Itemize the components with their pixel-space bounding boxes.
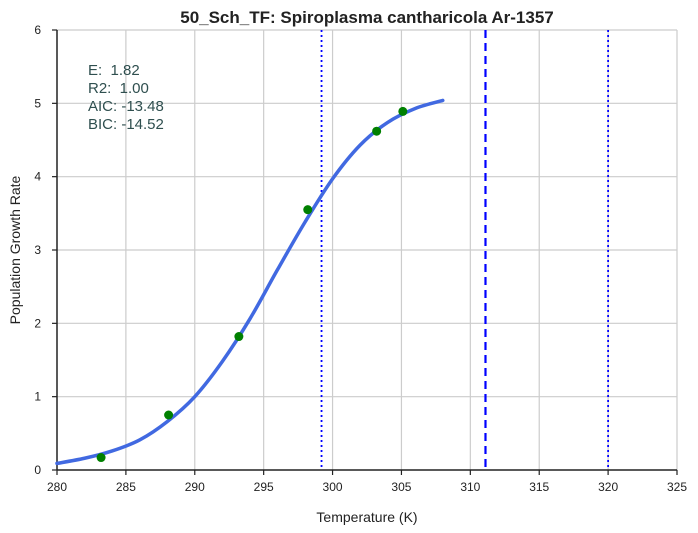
data-point: [398, 106, 408, 116]
x-tick-label-310: 310: [460, 480, 480, 494]
x-tick-labels: 280 285 290 295 300 305 310 315 320 325: [47, 470, 687, 494]
x-tick-label-280: 280: [47, 480, 67, 494]
y-tick-label-5: 5: [34, 96, 41, 110]
y-tick-label-1: 1: [34, 390, 41, 404]
vertical-reference-lines: [320, 30, 610, 470]
x-tick-label-300: 300: [323, 480, 343, 494]
y-tick-label-4: 4: [34, 170, 41, 184]
y-axis-label: Population Growth Rate: [7, 175, 23, 324]
x-tick-label-290: 290: [185, 480, 205, 494]
annotation-r2: R2: 1.00: [88, 80, 149, 97]
y-tick-labels: 0 1 2 3 4 5 6: [34, 23, 57, 477]
annotation-bic: BIC: -14.52: [88, 116, 164, 133]
data-point: [164, 410, 174, 420]
annotation-e: E: 1.82: [88, 62, 140, 79]
observed-points: [96, 106, 408, 463]
y-tick-label-6: 6: [34, 23, 41, 37]
x-axis-label: Temperature (K): [316, 509, 417, 525]
grid-lines: [57, 29, 678, 470]
x-tick-label-295: 295: [254, 480, 274, 494]
y-tick-label-2: 2: [34, 316, 41, 330]
chart-title: 50_Sch_TF: Spiroplasma cantharicola Ar-1…: [180, 8, 554, 27]
x-tick-label-305: 305: [391, 480, 411, 494]
data-point: [234, 332, 244, 342]
x-tick-label-320: 320: [598, 480, 618, 494]
annotation-aic: AIC: -13.48: [88, 98, 164, 115]
data-point: [96, 453, 106, 463]
x-tick-label-315: 315: [529, 480, 549, 494]
x-tick-label-285: 285: [116, 480, 136, 494]
x-tick-label-325: 325: [667, 480, 687, 494]
data-point: [372, 126, 382, 136]
fit-stats-annotation: E: 1.82 R2: 1.00 AIC: -13.48 BIC: -14.52: [88, 62, 164, 133]
data-point: [303, 205, 313, 215]
fitted-curve: [55, 98, 445, 466]
y-tick-label-0: 0: [34, 463, 41, 477]
y-tick-label-3: 3: [34, 243, 41, 257]
